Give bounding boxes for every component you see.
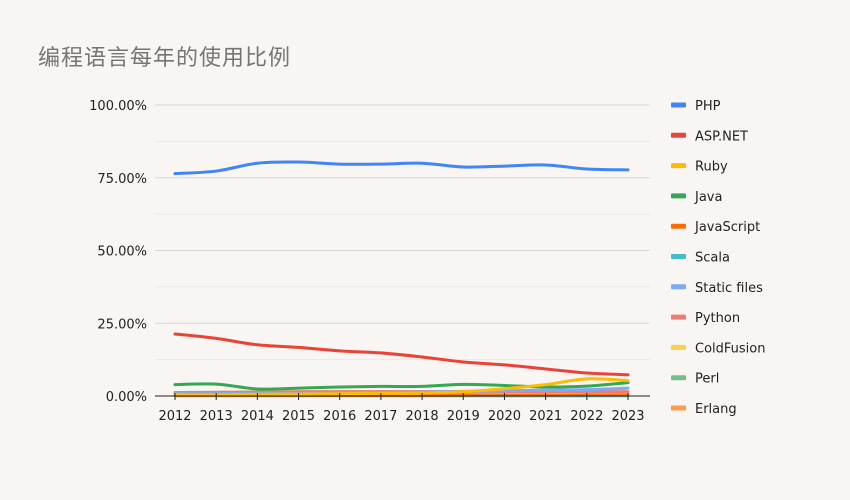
legend-label: PHP	[695, 99, 721, 114]
x-tick-label: 2013	[200, 409, 233, 424]
x-tick-label: 2022	[570, 409, 603, 424]
legend-label: Java	[694, 190, 722, 205]
y-tick-label: 25.00%	[97, 317, 147, 332]
x-tick-label: 2012	[158, 409, 191, 424]
x-tick-label: 2018	[406, 409, 439, 424]
y-tick-label: 75.00%	[97, 172, 147, 187]
y-tick-label: 0.00%	[106, 390, 147, 405]
series-line-ruby	[173, 377, 630, 397]
legend-label: Python	[695, 311, 740, 326]
x-tick-label: 2020	[488, 409, 521, 424]
legend-swatch	[671, 163, 686, 169]
legend-swatch	[671, 314, 686, 320]
x-tick-label: 2016	[323, 409, 356, 424]
legend-label: Perl	[695, 372, 719, 387]
legend-swatch	[671, 284, 686, 290]
y-tick-label: 50.00%	[97, 245, 147, 260]
x-tick-label: 2017	[364, 409, 397, 424]
legend-label: ASP.NET	[695, 129, 748, 144]
legend-label: ColdFusion	[695, 341, 765, 356]
legend-label: Ruby	[695, 160, 728, 175]
x-tick-label: 2023	[611, 409, 644, 424]
legend-swatch	[671, 132, 686, 138]
legend-swatch	[671, 375, 686, 381]
legend-swatch	[671, 102, 686, 108]
legend-label: Erlang	[695, 402, 737, 417]
legend-swatch	[671, 344, 686, 350]
series-line-asp-net	[173, 332, 630, 377]
legend-swatch	[671, 193, 686, 199]
legend-swatch	[671, 223, 686, 229]
legend-swatch	[671, 405, 686, 411]
legend-label: Scala	[695, 251, 730, 266]
x-tick-label: 2021	[529, 409, 562, 424]
x-tick-label: 2015	[282, 409, 315, 424]
legend-label: Static files	[695, 281, 763, 296]
x-tick-label: 2014	[241, 409, 274, 424]
x-tick-label: 2019	[447, 409, 480, 424]
y-tick-label: 100.00%	[89, 99, 147, 114]
series-line-java	[173, 381, 630, 391]
legend-swatch	[671, 254, 686, 259]
series-line-php	[173, 160, 630, 176]
legend-label: JavaScript	[694, 220, 760, 235]
chart-title: 编程语言每年的使用比例	[38, 46, 292, 71]
